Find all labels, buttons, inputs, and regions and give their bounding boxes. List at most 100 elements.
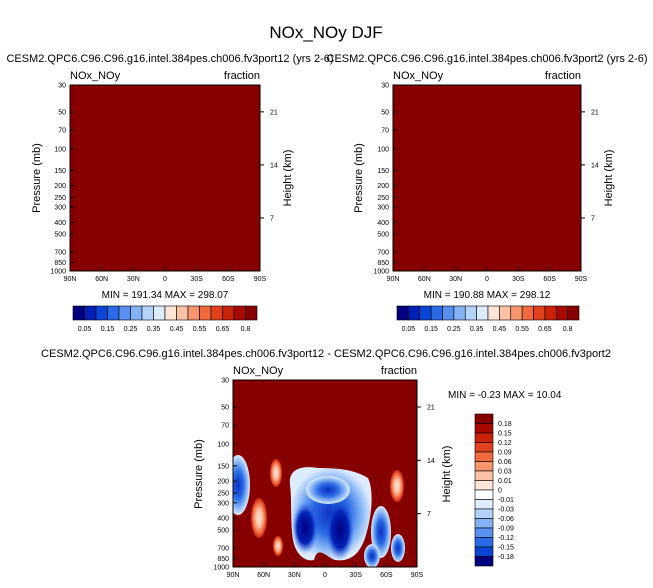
y-tick-label: 300 xyxy=(217,500,229,507)
colorbar-diff-swatch xyxy=(474,480,494,491)
colorbar-label: 0.45 xyxy=(170,326,184,333)
colorbar-swatch xyxy=(464,305,477,321)
panel-1-right-label: fraction xyxy=(224,70,260,82)
colorbar-swatch xyxy=(476,305,489,321)
y-tick-label: 500 xyxy=(217,528,229,535)
x-tick-label: 90N xyxy=(227,572,240,579)
y-tick-label: 850 xyxy=(377,260,389,267)
y-tick-label: 500 xyxy=(377,232,389,239)
diff-blob-core-mid xyxy=(326,500,354,560)
colorbar-diff-swatch xyxy=(474,518,494,529)
colorbar-label: 0.35 xyxy=(147,326,161,333)
colorbar-swatch xyxy=(544,305,557,321)
y-tick-label: 200 xyxy=(217,479,229,486)
x-tick-label: 60S xyxy=(543,276,556,283)
y-tick-label: 50 xyxy=(58,110,66,117)
colorbar-diff-swatch xyxy=(474,546,494,557)
colorbar-swatch xyxy=(72,305,85,321)
panel-3-ylabel-right: Height (km) xyxy=(441,446,453,503)
y-tick-label: 200 xyxy=(377,183,389,190)
panel-1: CESM2.QPC6.C96.C96.g16.intel.384pes.ch00… xyxy=(6,53,333,301)
y-tick-label: 700 xyxy=(217,545,229,552)
panel-1-left-label: NOx_NOy xyxy=(70,70,121,82)
y-tick-label: 250 xyxy=(377,195,389,202)
y-tick-label: 850 xyxy=(217,556,229,563)
y-tick-label: 70 xyxy=(221,423,229,430)
y-tick-label: 300 xyxy=(377,205,389,212)
x-tick-label: 60N xyxy=(418,276,431,283)
colorbar-1: 0.05 0.15 0.25 0.35 0.45 0.55 0.65 0.8 xyxy=(72,305,258,333)
panel-1-stats: MIN = 191.34 MAX = 298.07 xyxy=(102,290,229,301)
colorbar-diff-swatch xyxy=(474,451,494,462)
panel-3: CESM2.QPC6.C96.C96.g16.intel.384pes.ch00… xyxy=(41,348,611,579)
colorbar-diff-label: 0.06 xyxy=(498,459,512,466)
colorbar-diff-label: 0.18 xyxy=(498,421,512,428)
panel-3-stats: MIN = -0.23 MAX = 10.04 xyxy=(448,390,562,401)
colorbar-label: 0.05 xyxy=(78,326,92,333)
x-tick-label: 0 xyxy=(163,276,167,283)
colorbar-label: 0.65 xyxy=(216,326,230,333)
y-right-tick-label: 14 xyxy=(427,458,435,465)
colorbar-swatch xyxy=(199,305,212,321)
panel-1-x-ticks: 90N 60N 30N 0 30S 60S 90S xyxy=(64,267,267,283)
y-tick-label: 850 xyxy=(54,260,66,267)
panel-2-title: CESM2.QPC6.C96.C96.g16.intel.384pes.ch00… xyxy=(327,53,648,65)
colorbar-swatch xyxy=(567,305,580,321)
colorbar-diff-label: 0.09 xyxy=(498,450,512,457)
y-tick-label: 50 xyxy=(381,110,389,117)
y-right-tick-label: 7 xyxy=(270,215,274,222)
y-tick-label: 700 xyxy=(377,250,389,257)
y-tick-label: 100 xyxy=(54,146,66,153)
y-tick-label: 1000 xyxy=(213,565,229,572)
y-tick-label: 30 xyxy=(58,83,66,90)
colorbar-diff-swatch xyxy=(474,489,494,500)
x-tick-label: 60S xyxy=(222,276,235,283)
panel-2-stats: MIN = 190.88 MAX = 298.12 xyxy=(424,290,551,301)
colorbar-swatch xyxy=(84,305,97,321)
y-tick-label: 250 xyxy=(54,195,66,202)
diff-blob-right-b xyxy=(364,544,380,567)
panel-3-left-label: NOx_NOy xyxy=(233,365,284,377)
colorbar-swatch xyxy=(487,305,500,321)
panel-2-x-ticks: 90N 60N 30N 0 30S 60S 90S xyxy=(387,267,588,283)
y-tick-label: 700 xyxy=(54,250,66,257)
panel-3-y-ticks-right: 21 14 7 xyxy=(417,405,435,518)
colorbar-swatch xyxy=(396,305,409,321)
colorbar-label: 0.15 xyxy=(424,326,438,333)
colorbar-label: 0.8 xyxy=(241,326,251,333)
panel-3-right-label: fraction xyxy=(381,365,417,377)
colorbar-diff-label: -0.06 xyxy=(498,516,514,523)
colorbar-swatch xyxy=(499,305,512,321)
colorbar-label: 0.55 xyxy=(193,326,207,333)
y-tick-label: 1000 xyxy=(50,269,66,276)
colorbar-swatch xyxy=(130,305,143,321)
panel-3-difference-field xyxy=(233,455,405,567)
diff-blob-warm-d xyxy=(390,470,404,502)
colorbar-diff-label: 0.01 xyxy=(498,478,512,485)
colorbar-label: 0.15 xyxy=(101,326,115,333)
y-right-tick-label: 21 xyxy=(591,109,599,116)
y-tick-label: 400 xyxy=(217,516,229,523)
colorbar-swatch xyxy=(453,305,466,321)
y-tick-label: 100 xyxy=(377,146,389,153)
diff-blob-core-top xyxy=(306,476,350,504)
colorbar-diff-swatch xyxy=(474,413,494,424)
colorbar-swatch xyxy=(187,305,200,321)
panel-1-title: CESM2.QPC6.C96.C96.g16.intel.384pes.ch00… xyxy=(6,53,333,65)
colorbar-diff-swatch xyxy=(474,499,494,510)
colorbar-swatch xyxy=(164,305,177,321)
colorbar-diff-label: -0.15 xyxy=(498,545,514,552)
colorbar-swatch xyxy=(107,305,120,321)
colorbar-swatch xyxy=(442,305,455,321)
y-tick-label: 30 xyxy=(381,83,389,90)
y-tick-label: 200 xyxy=(54,183,66,190)
colorbar-diff-swatch xyxy=(474,556,494,567)
y-tick-label: 150 xyxy=(217,463,229,470)
colorbar-diff-swatch xyxy=(474,432,494,443)
colorbar-label: 0.55 xyxy=(515,326,529,333)
colorbar-diff-swatch xyxy=(474,527,494,538)
colorbar-swatch xyxy=(233,305,246,321)
panel-1-plot-area xyxy=(69,84,261,272)
y-tick-label: 70 xyxy=(58,127,66,134)
